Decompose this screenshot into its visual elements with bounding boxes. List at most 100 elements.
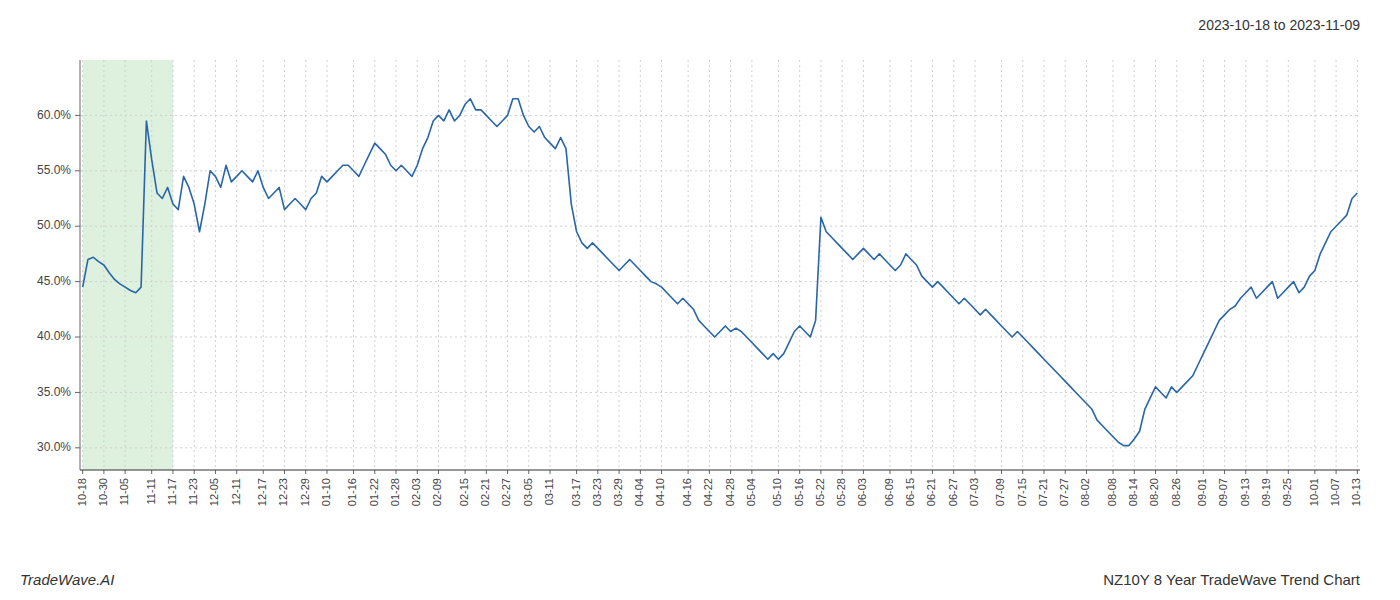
x-tick-label: 10-01 xyxy=(1308,478,1320,506)
x-grid-line xyxy=(284,60,285,470)
y-tick-label: 45.0% xyxy=(37,274,71,288)
x-tick-label: 02-27 xyxy=(500,478,512,506)
x-tick-label: 07-15 xyxy=(1016,478,1028,506)
x-grid-line xyxy=(486,60,487,470)
y-grid-line xyxy=(80,447,1360,448)
x-grid-line xyxy=(640,60,641,470)
x-grid-line xyxy=(417,60,418,470)
x-tick-label: 07-03 xyxy=(968,478,980,506)
x-tick-label: 06-09 xyxy=(883,478,895,506)
x-tick-label: 08-08 xyxy=(1106,478,1118,506)
y-grid-line xyxy=(80,337,1360,338)
y-tick-label: 50.0% xyxy=(37,218,71,232)
y-tick-label: 55.0% xyxy=(37,163,71,177)
x-tick-label: 08-20 xyxy=(1148,478,1160,506)
x-grid-line xyxy=(709,60,710,470)
y-tick xyxy=(75,226,80,227)
x-tick-label: 11-11 xyxy=(145,478,157,505)
y-axis-line xyxy=(80,60,81,470)
x-tick-label: 01-16 xyxy=(346,478,358,506)
x-tick-label: 05-22 xyxy=(814,478,826,506)
x-tick-label: 11-17 xyxy=(166,478,178,505)
x-grid-line xyxy=(396,60,397,470)
chart: 30.0%35.0%40.0%45.0%50.0%55.0%60.0%10-18… xyxy=(0,0,1400,600)
x-grid-line xyxy=(305,60,306,470)
x-grid-line xyxy=(1245,60,1246,470)
texts: 2023-10-18 to 2023-11-09NZ10Y 8 Year Tra… xyxy=(20,17,1361,588)
x-grid-line xyxy=(1155,60,1156,470)
x-tick-label: 12-23 xyxy=(277,478,289,506)
x-tick-label: 04-16 xyxy=(681,478,693,506)
axes: 30.0%35.0%40.0%45.0%50.0%55.0%60.0%10-18… xyxy=(37,60,1362,506)
x-tick-label: 09-25 xyxy=(1281,478,1293,506)
x-tick-label: 06-27 xyxy=(947,478,959,506)
x-grid-line xyxy=(1134,60,1135,470)
x-grid-line xyxy=(194,60,195,470)
x-grid-line xyxy=(799,60,800,470)
x-grid-line xyxy=(465,60,466,470)
y-tick xyxy=(75,281,80,282)
x-tick-label: 03-11 xyxy=(543,478,555,505)
y-grid-line xyxy=(80,226,1360,227)
x-grid-line xyxy=(1022,60,1023,470)
x-grid-line xyxy=(151,60,152,470)
x-grid-line xyxy=(1336,60,1337,470)
x-tick-label: 09-07 xyxy=(1217,478,1229,506)
x-grid-line xyxy=(507,60,508,470)
x-tick-label: 06-15 xyxy=(904,478,916,506)
x-tick-label: 01-22 xyxy=(368,478,380,506)
x-tick-label: 10-13 xyxy=(1350,478,1362,506)
x-grid-line xyxy=(1314,60,1315,470)
y-tick-label: 30.0% xyxy=(37,440,71,454)
x-tick-label: 02-09 xyxy=(431,478,443,506)
x-grid-line xyxy=(661,60,662,470)
x-tick-label: 05-04 xyxy=(745,478,757,506)
x-tick-label: 10-18 xyxy=(76,478,88,506)
x-grid-line xyxy=(911,60,912,470)
y-tick xyxy=(75,447,80,448)
title: 2023-10-18 to 2023-11-09 xyxy=(1198,17,1360,33)
x-tick-label: 09-01 xyxy=(1196,478,1208,506)
x-tick-label: 09-13 xyxy=(1239,478,1251,506)
x-tick-label: 11-05 xyxy=(118,478,130,505)
x-tick-label: 12-17 xyxy=(256,478,268,506)
x-grid-line xyxy=(263,60,264,470)
x-grid-line xyxy=(751,60,752,470)
x-grid-line xyxy=(550,60,551,470)
x-tick-label: 02-15 xyxy=(458,478,470,506)
x-grid-line xyxy=(1224,60,1225,470)
x-tick-label: 01-28 xyxy=(389,478,401,506)
x-tick-label: 06-21 xyxy=(925,478,937,506)
x-grid-line xyxy=(125,60,126,470)
x-grid-line xyxy=(619,60,620,470)
x-grid-line xyxy=(932,60,933,470)
x-tick-label: 07-21 xyxy=(1037,478,1049,506)
x-tick-label: 09-19 xyxy=(1260,478,1272,506)
x-grid-line xyxy=(1086,60,1087,470)
x-grid-line xyxy=(842,60,843,470)
x-grid-line xyxy=(1043,60,1044,470)
x-tick-label: 04-10 xyxy=(654,478,666,506)
x-tick-label: 02-21 xyxy=(479,478,491,506)
x-tick-label: 04-04 xyxy=(633,478,645,506)
y-grid-line xyxy=(80,170,1360,171)
watermark: TradeWave.AI xyxy=(20,571,114,588)
y-grid-line xyxy=(80,115,1360,116)
x-grid-line xyxy=(374,60,375,470)
y-tick xyxy=(75,115,80,116)
x-tick-label: 11-23 xyxy=(187,478,199,505)
y-tick xyxy=(75,392,80,393)
x-tick-label: 05-10 xyxy=(771,478,783,506)
x-grid-line xyxy=(236,60,237,470)
x-tick-label: 07-09 xyxy=(994,478,1006,506)
highlight-group xyxy=(83,60,173,470)
x-grid-line xyxy=(688,60,689,470)
x-grid-line xyxy=(1267,60,1268,470)
x-grid-line xyxy=(576,60,577,470)
series-line xyxy=(83,99,1358,446)
x-grid-line xyxy=(438,60,439,470)
y-tick-label: 60.0% xyxy=(37,108,71,122)
x-tick-label: 03-23 xyxy=(591,478,603,506)
grid xyxy=(80,60,1360,470)
x-grid-line xyxy=(730,60,731,470)
